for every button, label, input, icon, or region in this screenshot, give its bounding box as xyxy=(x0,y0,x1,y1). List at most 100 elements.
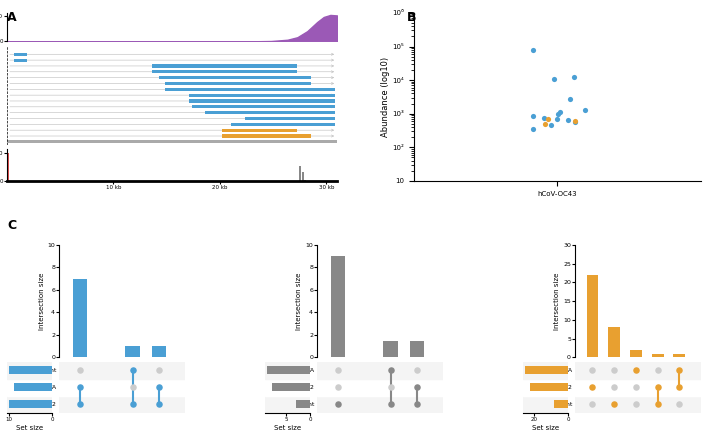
Bar xyxy=(166,88,336,91)
Point xyxy=(153,367,164,374)
Bar xyxy=(265,362,310,379)
Bar xyxy=(166,82,311,85)
Bar xyxy=(13,58,27,62)
Bar xyxy=(7,379,52,396)
Point xyxy=(411,401,423,408)
Point xyxy=(608,367,620,374)
Y-axis label: Intersection size: Intersection size xyxy=(38,273,45,330)
Bar xyxy=(317,362,443,379)
Bar xyxy=(296,400,310,408)
Bar xyxy=(59,379,185,396)
Bar xyxy=(152,64,297,68)
Bar xyxy=(159,76,311,79)
Bar xyxy=(265,379,310,396)
Bar xyxy=(9,366,52,374)
Bar xyxy=(525,366,569,374)
Point xyxy=(673,384,685,390)
Point xyxy=(630,401,641,408)
Bar xyxy=(651,354,663,357)
Point xyxy=(545,122,556,129)
Point xyxy=(554,109,566,116)
Bar xyxy=(13,383,52,391)
Point xyxy=(587,401,598,408)
Point xyxy=(608,384,620,390)
Point xyxy=(74,367,86,374)
Point xyxy=(579,107,590,114)
Point xyxy=(587,367,598,374)
X-axis label: Set size: Set size xyxy=(532,425,559,430)
Bar xyxy=(265,396,310,413)
Bar xyxy=(575,379,701,396)
Point xyxy=(385,367,396,374)
Bar xyxy=(302,172,304,181)
Point xyxy=(568,74,579,81)
Point xyxy=(552,111,564,118)
Point xyxy=(569,117,581,124)
X-axis label: Set size: Set size xyxy=(16,425,43,430)
Point xyxy=(652,384,663,390)
Point xyxy=(385,384,396,390)
Bar xyxy=(232,123,336,126)
Point xyxy=(527,113,539,120)
Bar xyxy=(7,153,9,181)
Bar xyxy=(267,366,310,374)
Point xyxy=(552,116,563,123)
Bar xyxy=(244,117,336,120)
Bar xyxy=(152,70,297,74)
Point xyxy=(543,116,554,123)
Bar xyxy=(7,140,337,144)
Point xyxy=(630,384,641,390)
Point xyxy=(630,367,641,374)
Bar xyxy=(523,396,569,413)
Text: A: A xyxy=(7,11,17,24)
Bar xyxy=(188,94,336,97)
Bar xyxy=(630,350,642,357)
Point xyxy=(333,401,344,408)
Text: B: B xyxy=(407,11,416,24)
Bar xyxy=(317,379,443,396)
Point xyxy=(411,384,423,390)
Bar xyxy=(152,346,166,357)
Bar xyxy=(554,400,569,408)
Bar xyxy=(188,99,336,103)
Point xyxy=(527,46,539,53)
Bar xyxy=(7,362,52,379)
Point xyxy=(411,367,423,374)
Point xyxy=(74,401,86,408)
Point xyxy=(333,384,344,390)
Bar xyxy=(9,400,52,408)
Bar xyxy=(523,362,569,379)
Point xyxy=(74,384,86,390)
Bar xyxy=(299,166,301,181)
Bar xyxy=(59,396,185,413)
Bar xyxy=(59,362,185,379)
Bar xyxy=(222,129,297,132)
Bar xyxy=(317,396,443,413)
Bar xyxy=(304,180,306,181)
Bar xyxy=(530,383,569,391)
Point xyxy=(562,117,573,123)
Bar xyxy=(673,354,685,357)
Point xyxy=(569,118,581,125)
Bar xyxy=(73,279,87,357)
Y-axis label: Intersection size: Intersection size xyxy=(554,273,560,330)
Bar xyxy=(205,111,336,114)
Y-axis label: Intersection size: Intersection size xyxy=(297,273,302,330)
Point xyxy=(153,401,164,408)
Point xyxy=(127,367,138,374)
Point xyxy=(127,401,138,408)
Bar xyxy=(125,346,139,357)
Point xyxy=(527,126,538,132)
Bar xyxy=(586,275,598,357)
Bar xyxy=(575,362,701,379)
Point xyxy=(127,384,138,390)
Point xyxy=(539,114,550,121)
Point xyxy=(565,95,576,102)
Y-axis label: Abundance (log10): Abundance (log10) xyxy=(381,57,389,137)
X-axis label: Set size: Set size xyxy=(274,425,301,430)
Point xyxy=(652,401,663,408)
Point xyxy=(587,384,598,390)
Point xyxy=(385,401,396,408)
Bar xyxy=(192,105,336,108)
Bar xyxy=(7,396,52,413)
